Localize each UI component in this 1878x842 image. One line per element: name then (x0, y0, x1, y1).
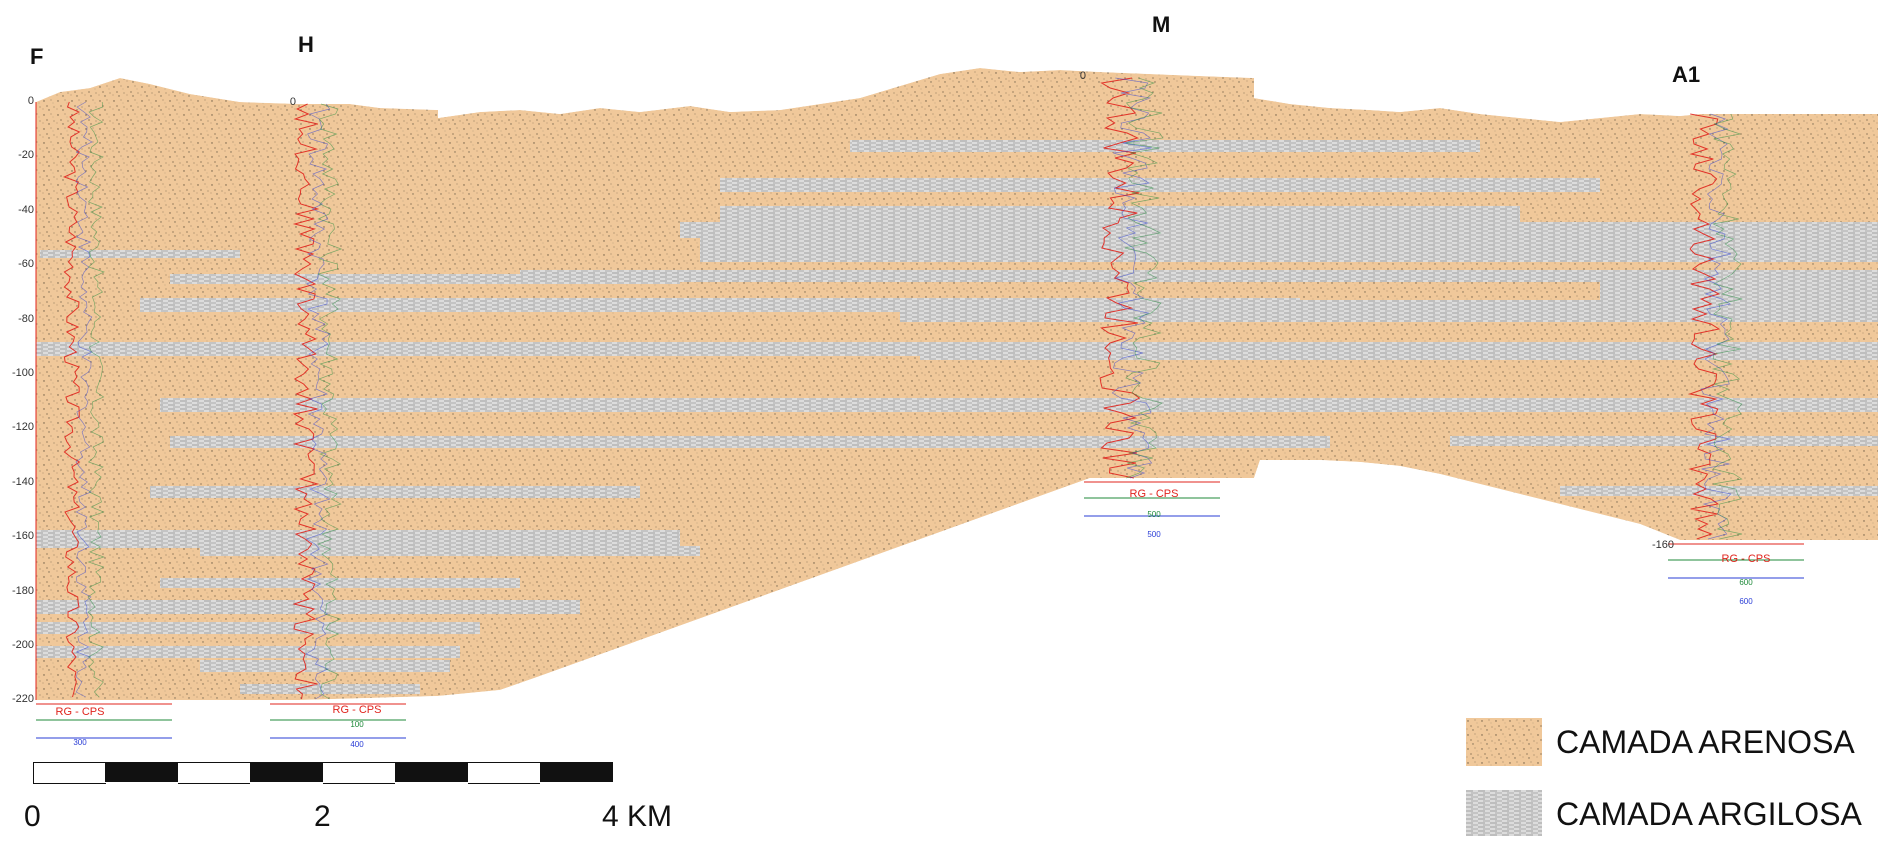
sky-mask (0, 0, 1878, 122)
depth-label: -60 (18, 258, 34, 271)
well-f-log-scale: 300 (73, 738, 87, 747)
clay-layer (36, 646, 460, 658)
well-a1-log-title: RG - CPS (1721, 553, 1771, 565)
scale-bar (33, 762, 613, 784)
depth-label: 0 (27, 95, 34, 107)
depth-label: -20 (18, 149, 34, 162)
well-log-trace (292, 103, 320, 700)
clay-layer (170, 436, 1330, 448)
clay-layer (920, 348, 1878, 360)
legend-sand-swatch (1466, 718, 1542, 766)
well-a1-log-sub1: 600 (1739, 578, 1753, 587)
well-log-trace (62, 101, 81, 698)
well-log-trace (75, 101, 93, 698)
well-label-a1: A1 (1672, 62, 1701, 87)
clay-layer (200, 546, 700, 556)
legend-clay-swatch (1466, 790, 1542, 836)
well-log-trace (1111, 77, 1153, 479)
well-log-trace (1700, 113, 1732, 540)
well-m-log-sub2: 500 (1147, 530, 1161, 539)
well-label-m: M (1152, 12, 1171, 37)
well-log-trace (1687, 113, 1721, 540)
legend-sand-label: CAMADA ARENOSA (1556, 724, 1855, 760)
clay-layer (700, 238, 1878, 262)
depth-label: -200 (11, 639, 34, 651)
clay-layer (36, 530, 680, 548)
clay-layer (1560, 486, 1878, 496)
clay-layer (170, 274, 680, 284)
well-h-log-sub1: 100 (350, 720, 364, 729)
scale-segment (178, 762, 250, 784)
clay-layer (1450, 436, 1878, 446)
clay-layer (36, 622, 480, 634)
scale-segment (323, 762, 395, 784)
clay-layers (36, 140, 1878, 694)
clay-layer (160, 398, 1878, 412)
scale-segment (395, 762, 468, 782)
well-h-top-depth: 0 (289, 96, 296, 108)
well-h-log-title: RG - CPS (332, 704, 382, 716)
scale-label-2: 2 (314, 800, 331, 833)
a1-bottom-depth-label: -160 (1651, 539, 1674, 551)
clay-layer (720, 178, 1600, 192)
left-margin-mask (0, 0, 36, 837)
clay-layer (160, 578, 520, 588)
clay-layer (900, 300, 1878, 322)
well-m-top-depth: 0 (1079, 70, 1086, 82)
clay-layer (1600, 270, 1878, 300)
clay-layer (200, 660, 450, 672)
depth-label: -220 (11, 693, 34, 706)
depth-label: -160 (11, 530, 34, 543)
well-label-f: F (30, 44, 44, 69)
depth-label: -40 (18, 203, 34, 216)
well-a1-log-sub2: 600 (1739, 597, 1753, 606)
depth-label: -120 (11, 421, 34, 434)
clay-layer (720, 206, 1520, 222)
well-h-log-sub2: 400 (350, 740, 364, 749)
legend-clay-label: CAMADA ARGILOSA (1556, 796, 1862, 832)
clay-layer (850, 140, 1480, 152)
depth-label: -100 (11, 367, 34, 379)
well-label-h: H (298, 32, 314, 57)
depth-label: -180 (11, 584, 34, 597)
well-m-log-sub1: 500 (1147, 510, 1161, 519)
clay-layer (40, 250, 240, 258)
scale-segment (33, 762, 106, 784)
depth-label: -140 (11, 475, 34, 488)
scale-segment (468, 762, 540, 784)
well-log-traces (36, 77, 1804, 739)
below-section-mask (36, 460, 1878, 837)
well-m-log-title: RG - CPS (1129, 488, 1179, 500)
clay-layer (680, 222, 1878, 238)
scale-label-4km: 4 KM (602, 800, 673, 833)
scale-segment (250, 762, 323, 782)
well-log-trace (87, 101, 105, 698)
scale-label-0: 0 (24, 800, 41, 833)
clay-layer (520, 270, 1878, 282)
scale-segment (540, 762, 613, 782)
depth-label: -80 (18, 312, 34, 325)
well-log-trace (1711, 113, 1743, 540)
well-log-trace (1124, 77, 1164, 479)
scale-segment (105, 762, 178, 782)
well-f-log-title: RG - CPS (55, 706, 105, 718)
clay-layer (150, 486, 640, 498)
well-log-trace (317, 103, 343, 700)
clay-layer (240, 684, 420, 694)
